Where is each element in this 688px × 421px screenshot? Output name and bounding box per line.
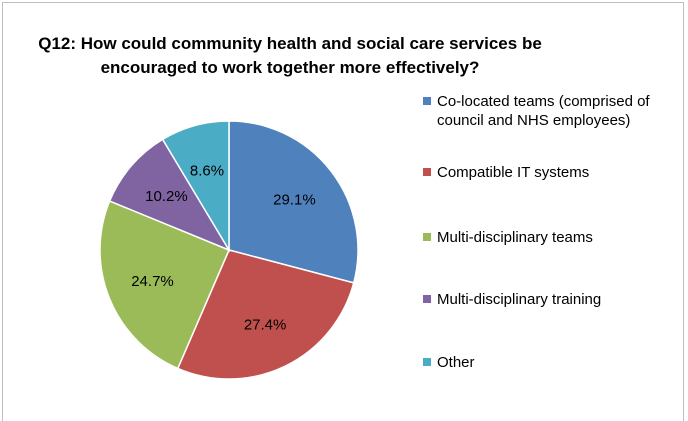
legend-item-compatible-it-systems: Compatible IT systems: [423, 163, 657, 182]
pie-data-label-4: 8.6%: [190, 162, 224, 179]
legend-item-co-located-teams: Co-located teams (comprised of council a…: [423, 92, 657, 130]
pie-data-label-1: 27.4%: [244, 316, 287, 333]
legend-label: Multi-disciplinary teams: [437, 229, 593, 246]
pie-slice-1: [176, 249, 355, 380]
pie-slice-3: [108, 138, 231, 252]
chart-title: Q12: How could community health and soci…: [10, 32, 570, 80]
legend-label: Multi-disciplinary training: [437, 291, 602, 308]
chart-legend: Co-located teams (comprised of council a…: [423, 0, 683, 421]
legend-label: Other: [437, 354, 475, 371]
legend-label: Co-located teams (comprised of council a…: [437, 93, 650, 129]
chart-title-line-2: encouraged to work together more effecti…: [100, 58, 480, 77]
legend-swatch: [423, 295, 431, 303]
legend-label: Compatible IT systems: [437, 164, 590, 181]
legend-swatch: [423, 358, 431, 366]
pie-data-label-0: 29.1%: [273, 192, 316, 209]
legend-swatch: [423, 168, 431, 176]
pie-slice-4: [161, 120, 230, 253]
pie-data-label-2: 24.7%: [131, 273, 174, 290]
legend-swatch: [423, 97, 431, 105]
pie-data-label-3: 10.2%: [145, 188, 188, 205]
legend-swatch: [423, 233, 431, 241]
legend-item-multi-disciplinary-teams: Multi-disciplinary teams: [423, 228, 657, 247]
pie-slice-0: [228, 120, 359, 284]
chart-title-line-1: Q12: How could community health and soci…: [38, 34, 542, 53]
pie-slice-2: [99, 200, 230, 370]
legend-item-multi-disciplinary-training: Multi-disciplinary training: [423, 290, 657, 309]
legend-item-other: Other: [423, 353, 657, 372]
